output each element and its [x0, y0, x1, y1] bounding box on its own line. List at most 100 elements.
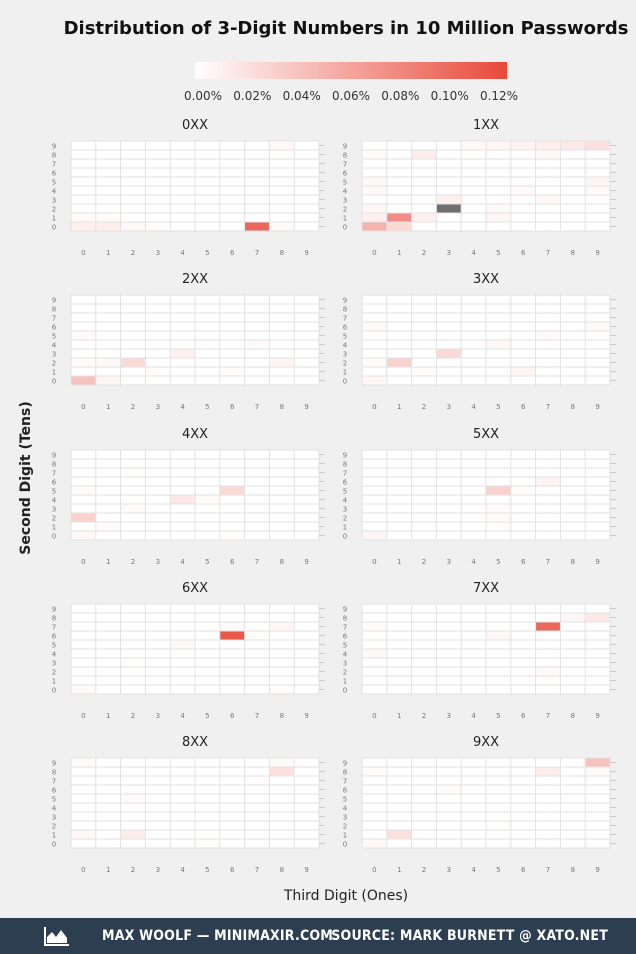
- heatmap-cell: [510, 522, 536, 531]
- heatmap-cell: [436, 631, 462, 640]
- y-tick-label: 2: [52, 515, 56, 523]
- heatmap-cell: [95, 486, 121, 495]
- y-tick-label: 5: [343, 488, 347, 496]
- heatmap-cell: [219, 186, 245, 195]
- y-tick-label: 4: [52, 805, 57, 813]
- heatmap-cell: [269, 304, 295, 313]
- heatmap-cell: [386, 649, 412, 658]
- heatmap-cell: [486, 141, 511, 150]
- heatmap-cell: [95, 186, 121, 195]
- heatmap-cell: [386, 304, 412, 313]
- heatmap-cell: [362, 631, 387, 640]
- heatmap-cell: [585, 168, 610, 177]
- heatmap-cell: [170, 658, 195, 667]
- heatmap-cell: [386, 204, 412, 213]
- heatmap-cell: [560, 794, 586, 803]
- heatmap-cell: [294, 376, 319, 385]
- heatmap-cell: [486, 785, 511, 794]
- heatmap-cell: [145, 758, 171, 767]
- heatmap-cell: [170, 477, 195, 486]
- x-tick-label: 7: [546, 712, 550, 720]
- x-axis-label: Third Digit (Ones): [283, 888, 408, 904]
- heatmap-cell: [269, 340, 295, 349]
- heatmap-cell: [294, 839, 319, 848]
- heatmap-cell: [560, 622, 586, 631]
- heatmap-cell: [269, 685, 295, 694]
- heatmap-cell: [120, 631, 146, 640]
- x-tick-label: 8: [571, 249, 575, 257]
- heatmap-cell: [195, 640, 220, 649]
- heatmap-cell: [411, 531, 437, 540]
- heatmap-cell: [244, 758, 270, 767]
- heatmap-cell: [195, 349, 220, 358]
- heatmap-cell: [436, 159, 462, 168]
- heatmap-cell: [585, 631, 610, 640]
- heatmap-cell: [510, 376, 536, 385]
- x-tick-label: 1: [397, 403, 401, 411]
- heatmap-cell: [411, 803, 437, 812]
- heatmap-cell: [362, 685, 387, 694]
- y-tick-label: 7: [343, 624, 347, 632]
- heatmap-cell: [386, 531, 412, 540]
- heatmap-cell: [269, 322, 295, 331]
- heatmap-cell: [510, 295, 536, 304]
- heatmap-cell: [269, 486, 295, 495]
- heatmap-cell: [461, 830, 486, 839]
- heatmap-cell: [461, 367, 486, 376]
- heatmap-cell: [510, 495, 536, 504]
- y-tick-label: 0: [52, 533, 56, 541]
- heatmap-cell: [386, 776, 412, 785]
- heatmap-cell: [170, 222, 195, 231]
- heatmap-cell: [219, 495, 245, 504]
- heatmap-cell: [362, 513, 387, 522]
- y-tick-label: 6: [343, 324, 348, 332]
- heatmap-cell: [71, 468, 96, 477]
- heatmap-cell: [170, 685, 195, 694]
- x-tick-label: 8: [571, 866, 575, 874]
- heatmap-cell: [95, 331, 121, 340]
- heatmap-cell: [510, 477, 536, 486]
- heatmap-cell: [195, 794, 220, 803]
- heatmap-cell: [535, 177, 561, 186]
- heatmap-cell: [71, 295, 96, 304]
- heatmap-cell: [219, 322, 245, 331]
- heatmap-cell: [362, 649, 387, 658]
- heatmap-cell: [219, 340, 245, 349]
- heatmap-cell: [71, 459, 96, 468]
- heatmap-cell: [95, 676, 121, 685]
- heatmap-cell: [585, 649, 610, 658]
- heatmap-cell: [195, 486, 220, 495]
- x-tick-label: 0: [372, 558, 376, 566]
- heatmap-cell: [510, 322, 536, 331]
- heatmap-cell: [269, 667, 295, 676]
- heatmap-cell: [269, 504, 295, 513]
- heatmap-cell: [510, 450, 536, 459]
- heatmap-cell: [219, 150, 245, 159]
- heatmap-cell: [411, 168, 437, 177]
- heatmap-cell: [486, 376, 511, 385]
- heatmap-cell: [461, 794, 486, 803]
- heatmap-cell: [120, 613, 146, 622]
- heatmap-cell: [461, 622, 486, 631]
- heatmap-cell: [120, 141, 146, 150]
- heatmap-cell: [71, 830, 96, 839]
- panel-title: 5XX: [473, 427, 499, 442]
- heatmap-cell: [195, 767, 220, 776]
- heatmap-cell: [219, 168, 245, 177]
- heatmap-cell: [535, 349, 561, 358]
- panel-title: 6XX: [182, 581, 208, 596]
- heatmap-cell: [95, 322, 121, 331]
- heatmap-cell: [560, 821, 586, 830]
- heatmap-cell: [145, 195, 171, 204]
- heatmap-cell: [585, 812, 610, 821]
- heatmap-cell: [195, 376, 220, 385]
- heatmap-cell: [145, 159, 171, 168]
- heatmap-cell: [170, 839, 195, 848]
- heatmap-cell: [486, 450, 511, 459]
- heatmap-cell: [560, 676, 586, 685]
- heatmap-cell: [71, 812, 96, 821]
- heatmap-cell: [436, 322, 462, 331]
- heatmap-cell: [195, 313, 220, 322]
- x-tick-label: 9: [304, 866, 308, 874]
- heatmap-cell: [510, 313, 536, 322]
